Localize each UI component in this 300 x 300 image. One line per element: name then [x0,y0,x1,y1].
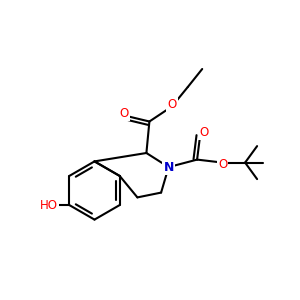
Text: O: O [199,126,208,139]
Text: N: N [164,160,174,174]
Text: HO: HO [40,199,58,212]
Text: O: O [119,107,128,120]
Text: O: O [218,158,227,171]
Text: O: O [167,98,176,112]
